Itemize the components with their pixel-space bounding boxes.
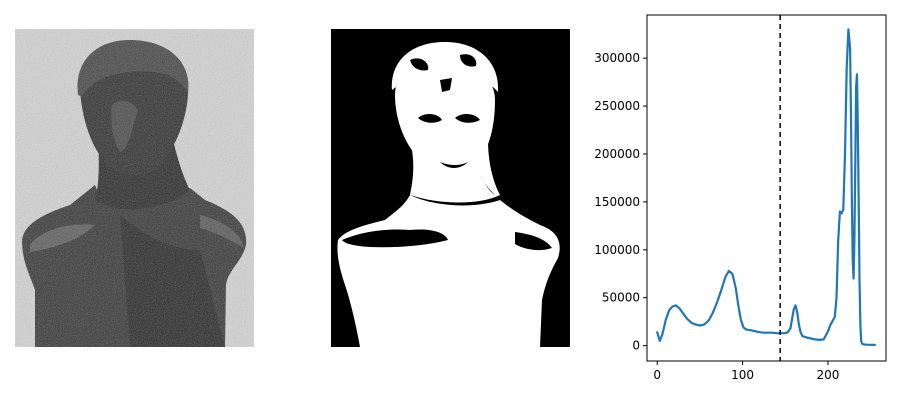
x-tick-label: 100 bbox=[731, 368, 754, 382]
binary-eye-right bbox=[455, 114, 480, 123]
x-tick-label: 0 bbox=[653, 368, 661, 382]
binary-hair-dark bbox=[410, 54, 477, 92]
binary-hair bbox=[391, 42, 499, 92]
histogram-line bbox=[656, 28, 877, 346]
y-tick-label: 300000 bbox=[594, 51, 640, 65]
binary-image bbox=[331, 29, 570, 347]
y-tick-label: 250000 bbox=[594, 99, 640, 113]
binary-face bbox=[395, 62, 495, 172]
binary-mouth bbox=[440, 162, 468, 168]
binary-dark-band-left bbox=[342, 229, 448, 248]
y-tick-label: 150000 bbox=[594, 195, 640, 209]
binary-eye-left bbox=[418, 114, 442, 123]
y-tick-label: 100000 bbox=[594, 243, 640, 257]
grayscale-photo bbox=[15, 29, 254, 347]
x-tick-label: 200 bbox=[817, 368, 840, 382]
y-tick-label: 200000 bbox=[594, 147, 640, 161]
photo-grain bbox=[15, 29, 254, 347]
axes-frame bbox=[646, 14, 887, 362]
y-tick-label: 0 bbox=[632, 339, 640, 353]
binary-dark-band-right bbox=[515, 232, 552, 251]
plot-area: 0 50000 100000 150000 200000 250000 300000 0 100… bbox=[594, 14, 887, 382]
y-tick-label: 50000 bbox=[602, 291, 640, 305]
histogram-panel: 0 50000 100000 150000 200000 250000 300000 0 100… bbox=[594, 14, 887, 382]
